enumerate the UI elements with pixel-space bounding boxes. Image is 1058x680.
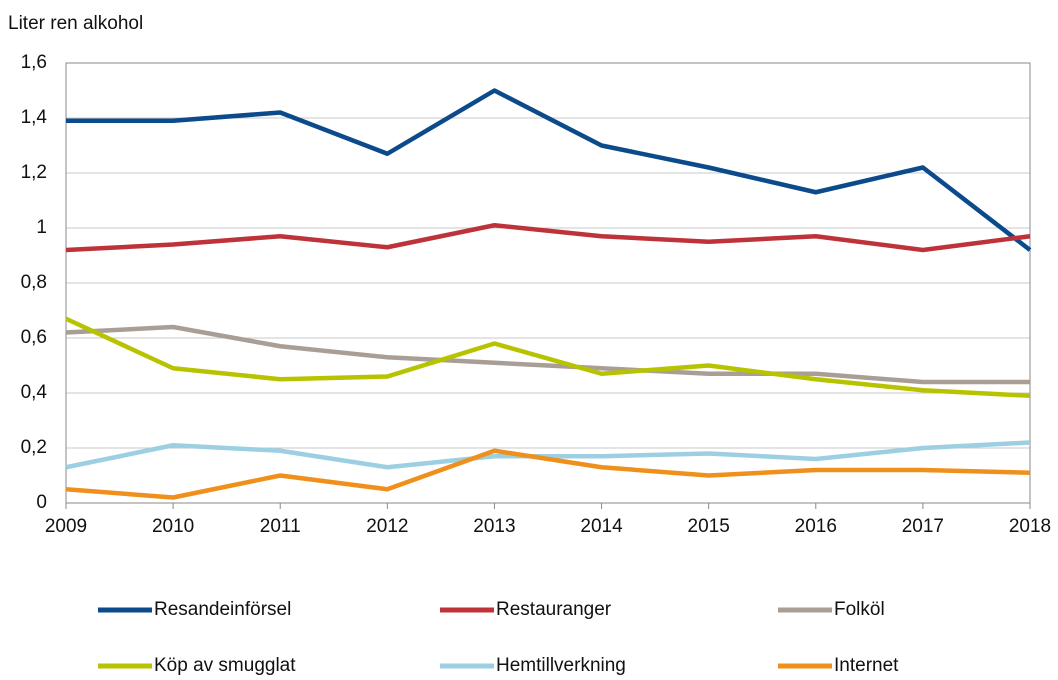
series-line bbox=[65, 440, 1031, 470]
x-tick-label: 2017 bbox=[902, 516, 944, 537]
series-line bbox=[66, 88, 1032, 252]
legend-label: Restauranger bbox=[496, 599, 612, 620]
x-tick-label: 2011 bbox=[260, 516, 301, 537]
series-line bbox=[65, 324, 1030, 385]
series-line bbox=[65, 448, 1031, 500]
x-tick-label: 2012 bbox=[366, 516, 408, 537]
x-tick-label: 2013 bbox=[473, 516, 515, 537]
legend-label: Köp av smugglat bbox=[154, 655, 296, 676]
y-tick-label: 0,6 bbox=[21, 327, 47, 348]
y-tick-label: 0,2 bbox=[21, 437, 47, 458]
legend-label: Hemtillverkning bbox=[496, 655, 626, 676]
plot-border bbox=[65, 62, 1031, 504]
x-tick-label: 2016 bbox=[795, 516, 837, 537]
y-tick-label: 1,4 bbox=[21, 107, 48, 128]
x-tick-label: 2018 bbox=[1009, 516, 1051, 537]
x-tick-label: 2014 bbox=[580, 516, 623, 537]
y-axis-label: Liter ren alkohol bbox=[8, 13, 143, 34]
y-tick-label: 0 bbox=[36, 492, 47, 513]
x-tick-label: 2009 bbox=[45, 516, 87, 537]
y-tick-label: 1,2 bbox=[21, 162, 47, 183]
x-tick-label: 2010 bbox=[152, 516, 194, 537]
y-tick-label: 1,6 bbox=[21, 52, 47, 73]
y-tick-label: 0,4 bbox=[21, 382, 48, 403]
x-tick-label: 2015 bbox=[688, 516, 730, 537]
legend-label: Internet bbox=[834, 655, 899, 676]
series-line bbox=[65, 223, 1031, 253]
y-tick-label: 1 bbox=[36, 217, 47, 238]
legend-label: Folköl bbox=[834, 599, 885, 620]
series-line bbox=[65, 316, 1031, 398]
legend-label: Resandeinförsel bbox=[154, 599, 291, 620]
y-tick-label: 0,8 bbox=[21, 272, 47, 293]
